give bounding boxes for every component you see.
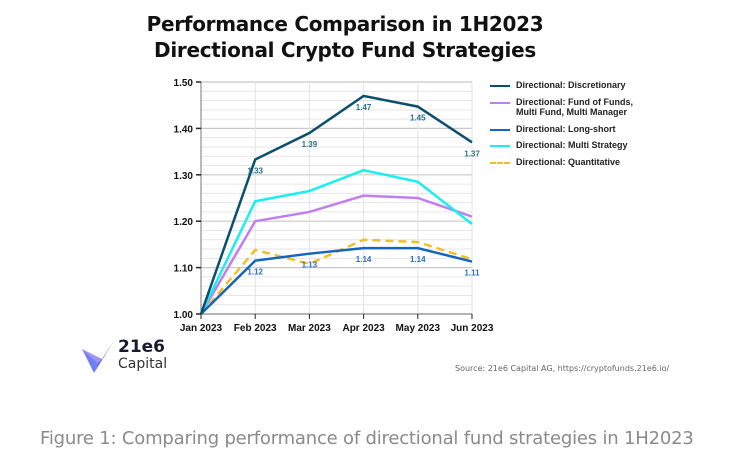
data-label: 1.45 — [410, 114, 426, 123]
data-label: 1.33 — [247, 166, 263, 175]
legend-swatch — [490, 85, 510, 87]
y-tick-label: 1.50 — [174, 78, 194, 89]
chart-title-line1: Performance Comparison in 1H2023 — [146, 12, 544, 36]
legend-label: Directional: Multi Strategy — [516, 140, 628, 150]
legend-swatch — [490, 128, 510, 131]
legend-item: Directional: Long-short — [490, 124, 640, 135]
logo-name-line2: Capital — [118, 356, 168, 372]
x-tick-label: Apr 2023 — [342, 323, 385, 334]
data-label: 1.47 — [356, 103, 372, 112]
series-line-directional-multi-strategy — [199, 168, 473, 315]
data-label: 1.12 — [247, 268, 263, 277]
series-line-directional-fund-of-funds-multi-fund-multi-manager — [199, 194, 473, 315]
legend-item: Directional: Multi Strategy — [490, 140, 640, 151]
y-tick-label: 1.30 — [174, 171, 194, 182]
legend-label: Directional: Quantitative — [516, 156, 621, 167]
data-label: 1.14 — [410, 255, 426, 264]
series-line-directional-discretionary — [199, 94, 473, 315]
figure-caption: Figure 1: Comparing performance of direc… — [40, 428, 694, 449]
source-note: Source: 21e6 Capital AG, https://cryptof… — [455, 364, 670, 373]
grid — [201, 81, 473, 315]
data-labels: 1.33 1.39 1.47 1.45 1.37 1.12 1.13 1.14 1.14 1.11 — [247, 103, 480, 278]
x-tick-label: May 2023 — [396, 323, 441, 334]
data-label: 1.13 — [302, 261, 318, 270]
legend-item: Directional: Discretionary — [490, 80, 640, 91]
legend-swatch — [490, 145, 510, 147]
legend-swatch — [490, 161, 510, 164]
x-tick-label: Jan 2023 — [180, 323, 223, 334]
legend-swatch — [490, 101, 510, 104]
y-tick-label: 1.20 — [174, 217, 194, 228]
x-tick-label: Feb 2023 — [234, 323, 277, 334]
data-label: 1.37 — [464, 149, 480, 158]
y-tick-label: 1.40 — [174, 124, 194, 135]
y-tick-label: 1.10 — [174, 264, 194, 275]
y-tick-label: 1.00 — [174, 310, 194, 321]
logo-name-line1: 21e6 — [118, 337, 166, 357]
axes: 1.00 1.10 1.20 1.30 1.40 1.50 Jan 2023 Feb 2023… — [174, 78, 494, 334]
series-line-directional-long-short — [200, 246, 473, 315]
legend-label: Directional: Long-short — [516, 123, 616, 134]
data-label: 1.39 — [302, 140, 318, 149]
series-lines — [199, 94, 473, 315]
x-tick-label: Jun 2023 — [451, 323, 494, 334]
chart-title-line2: Directional Crypto Fund Strategies — [154, 38, 536, 62]
legend-item: Directional: Quantitative — [490, 157, 640, 168]
21e6-logo-icon — [82, 339, 115, 373]
legend: Directional: Discretionary Directional: F… — [490, 80, 640, 173]
legend-label: Directional: Discretionary — [516, 80, 626, 90]
data-label: 1.14 — [356, 255, 372, 264]
legend-label: Directional: Fund of Funds, Multi Fund, … — [516, 96, 633, 118]
legend-item: Directional: Fund of Funds, Multi Fund, … — [490, 97, 640, 118]
x-tick-label: Mar 2023 — [288, 323, 331, 334]
data-label: 1.11 — [464, 269, 480, 278]
